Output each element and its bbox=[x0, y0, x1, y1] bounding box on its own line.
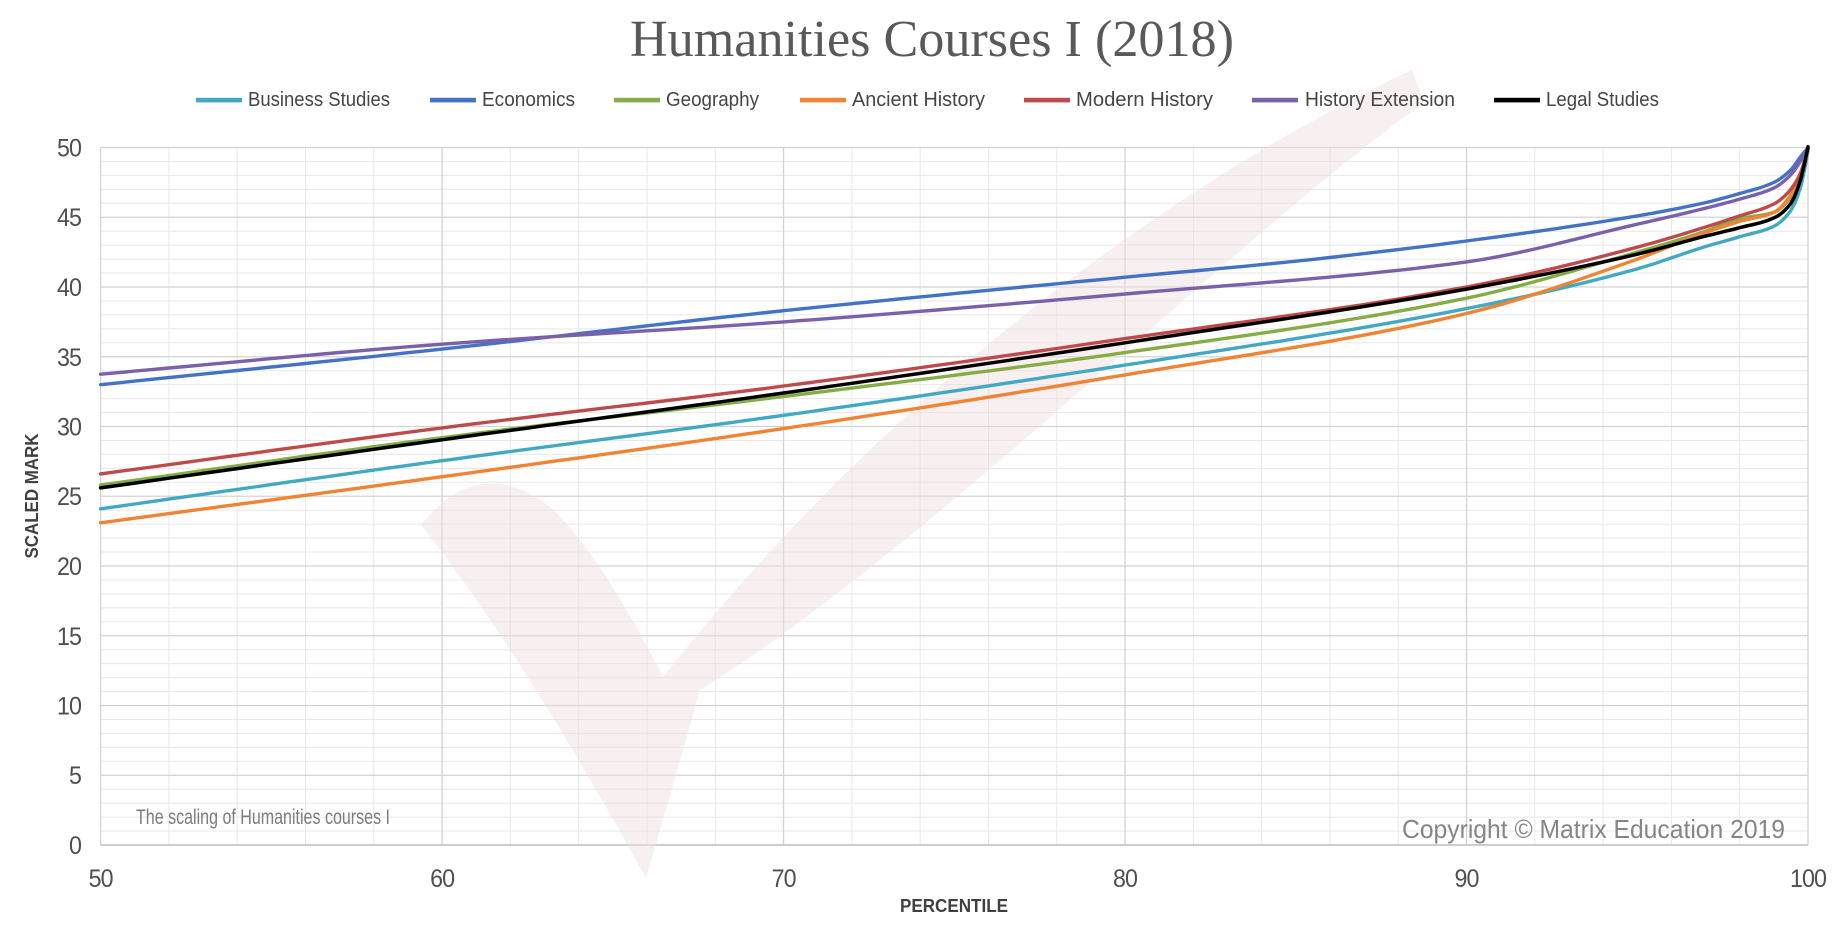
svg-text:SCALED MARK: SCALED MARK bbox=[22, 434, 42, 559]
svg-text:The scaling of Humanities cour: The scaling of Humanities courses I bbox=[136, 806, 390, 829]
svg-text:PERCENTILE: PERCENTILE bbox=[900, 896, 1008, 916]
svg-text:50: 50 bbox=[89, 865, 113, 893]
svg-text:History Extension: History Extension bbox=[1305, 89, 1455, 111]
svg-text:70: 70 bbox=[772, 865, 796, 893]
svg-text:Legal Studies: Legal Studies bbox=[1546, 89, 1659, 111]
svg-text:30: 30 bbox=[57, 414, 81, 442]
svg-text:40: 40 bbox=[57, 274, 81, 302]
svg-text:0: 0 bbox=[69, 832, 81, 860]
svg-text:60: 60 bbox=[430, 865, 454, 893]
svg-text:100: 100 bbox=[1790, 865, 1826, 893]
svg-text:25: 25 bbox=[57, 483, 81, 511]
svg-text:Geography: Geography bbox=[666, 89, 759, 111]
svg-text:10: 10 bbox=[57, 693, 81, 721]
svg-text:Business Studies: Business Studies bbox=[248, 89, 390, 111]
svg-text:50: 50 bbox=[57, 135, 81, 163]
svg-text:15: 15 bbox=[57, 623, 81, 651]
svg-text:45: 45 bbox=[57, 204, 81, 232]
svg-text:90: 90 bbox=[1455, 865, 1479, 893]
svg-text:Ancient History: Ancient History bbox=[852, 89, 985, 111]
svg-text:80: 80 bbox=[1113, 865, 1137, 893]
svg-text:Copyright © Matrix Education 2: Copyright © Matrix Education 2019 bbox=[1402, 814, 1785, 844]
svg-text:5: 5 bbox=[69, 762, 81, 790]
svg-text:Modern History: Modern History bbox=[1076, 89, 1213, 111]
svg-text:Humanities Courses I (2018): Humanities Courses I (2018) bbox=[630, 11, 1234, 68]
svg-text:35: 35 bbox=[57, 344, 81, 372]
svg-text:20: 20 bbox=[57, 553, 81, 581]
svg-text:Economics: Economics bbox=[482, 89, 575, 111]
